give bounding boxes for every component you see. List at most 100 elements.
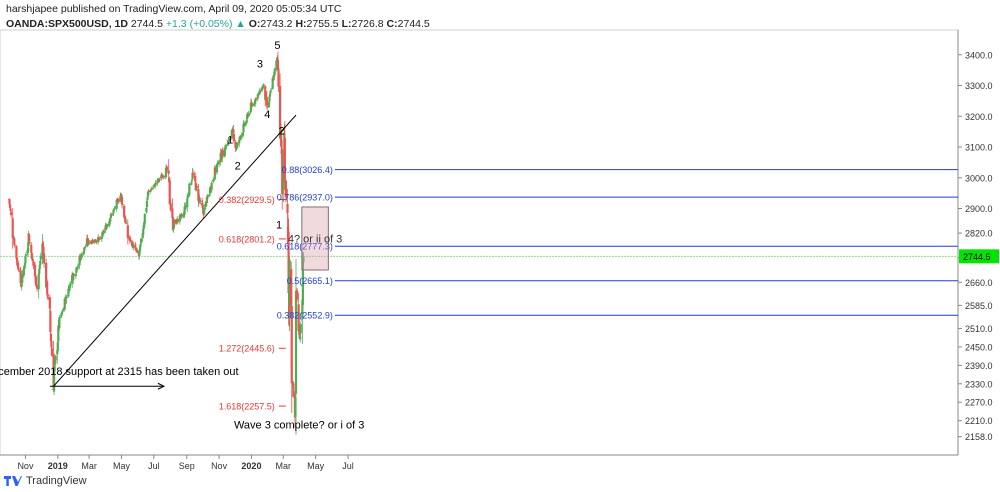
candle-body	[278, 86, 282, 139]
candle-body	[13, 238, 16, 245]
candle-body	[180, 215, 184, 217]
candle-body	[213, 178, 216, 180]
candle-body	[35, 285, 38, 287]
candle-body	[8, 199, 11, 205]
candle-body	[165, 166, 169, 170]
candle-body	[60, 313, 63, 317]
candle-body	[12, 237, 15, 240]
candle-body	[109, 214, 112, 219]
candle-body	[88, 242, 91, 244]
candle-body	[190, 182, 193, 183]
footer-branding: TradingView	[4, 472, 87, 490]
candle-body	[260, 87, 264, 91]
candle-body	[38, 265, 41, 268]
candle-body	[234, 141, 237, 148]
candle-body	[221, 150, 224, 156]
candle-body	[100, 236, 103, 239]
candle-body	[108, 221, 111, 227]
candle-body	[34, 276, 38, 286]
symbol-label: OANDA:SPX500USD, 1D	[6, 18, 128, 30]
candle-body	[267, 101, 271, 108]
high-label: H:	[295, 18, 307, 30]
x-tick-label: Jul	[148, 461, 160, 471]
candle-body	[21, 273, 24, 283]
candle-body	[91, 240, 94, 243]
wave-label: 5	[274, 40, 280, 52]
y-tick-label: 2330.0	[965, 379, 993, 389]
candle-body	[269, 89, 273, 91]
candle-body	[49, 333, 53, 342]
candle-body	[30, 252, 33, 259]
high-value: 2755.5	[306, 18, 339, 30]
candle-body	[241, 132, 245, 136]
open-value: 2743.2	[260, 18, 293, 30]
candle-body	[281, 149, 284, 195]
candle-body	[28, 234, 31, 244]
candle-body	[46, 294, 49, 297]
candle-body	[124, 216, 127, 223]
candle-body	[249, 102, 253, 112]
candle-body	[168, 177, 171, 183]
candle-body	[280, 131, 283, 147]
y-tick-label: 3400.0	[965, 50, 993, 60]
candle-body	[176, 219, 179, 222]
candle-body	[204, 201, 207, 207]
candle-body	[31, 258, 34, 260]
candle-body	[265, 97, 268, 106]
candle-body	[266, 106, 269, 107]
candle-body	[210, 182, 213, 190]
candle-body	[145, 200, 149, 208]
candle-body	[83, 247, 86, 249]
candle-body	[50, 341, 53, 348]
plot-border	[0, 29, 959, 456]
candle-body	[61, 311, 64, 313]
candle-body	[162, 176, 165, 178]
candle-body	[24, 256, 27, 264]
candle-body	[186, 198, 189, 207]
candle-body	[191, 172, 194, 179]
candle-body	[105, 225, 108, 229]
candle-body	[135, 250, 138, 251]
candle-body	[246, 114, 249, 120]
candle-body	[84, 246, 87, 248]
candle-body	[53, 365, 56, 372]
candle-body	[31, 259, 34, 262]
candle-body	[13, 244, 16, 246]
candle-body	[269, 90, 272, 94]
candle-body	[68, 285, 71, 291]
candle-body	[56, 341, 59, 352]
candle-body	[60, 312, 64, 314]
candle-body	[108, 221, 111, 223]
y-tick-label: 2820.0	[965, 229, 993, 239]
candle-body	[95, 241, 98, 243]
x-tick-label: Jul	[342, 461, 354, 471]
candle-body	[268, 96, 271, 102]
candle-body	[138, 246, 142, 252]
candle-body	[195, 185, 198, 188]
candle-body	[208, 187, 212, 194]
candle-body	[301, 299, 304, 319]
fib-extension-label: 1.618(2257.5)	[219, 402, 275, 412]
candle-body	[20, 284, 23, 287]
candle-body	[276, 57, 279, 60]
candle-body	[36, 286, 39, 289]
candle-body	[8, 204, 12, 208]
candle-body	[115, 200, 118, 209]
up-arrow-icon: ▲	[235, 18, 246, 30]
candle-body	[75, 267, 78, 273]
candle-body	[212, 179, 215, 182]
candle-body	[302, 256, 305, 263]
candle-body	[243, 122, 247, 126]
candle-body	[50, 348, 54, 356]
candle-body	[63, 298, 66, 310]
candle-body	[191, 173, 195, 176]
candle-body	[256, 94, 259, 99]
fib-extension-label: 0.382(2929.5)	[219, 195, 275, 205]
candle-body	[76, 268, 79, 269]
candle-body	[16, 260, 19, 262]
candle-body	[201, 203, 204, 206]
candle-body	[42, 253, 46, 263]
candle-body	[117, 200, 120, 202]
candle-body	[113, 208, 116, 209]
